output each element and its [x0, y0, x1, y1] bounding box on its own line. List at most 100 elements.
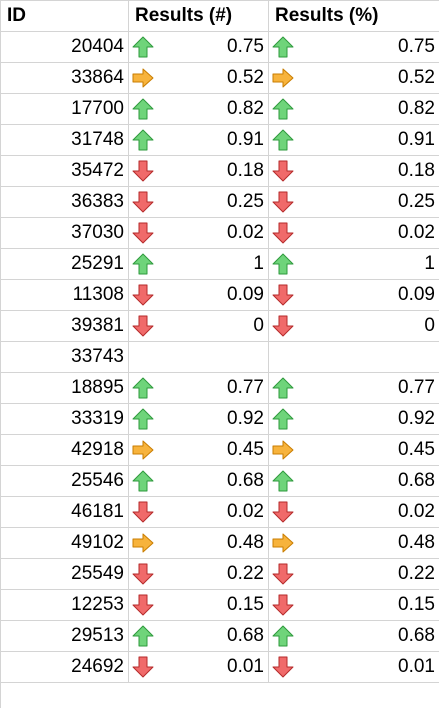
cell-results-count[interactable]: 0.92 — [129, 404, 269, 435]
cell-id[interactable]: 42918 — [1, 435, 129, 466]
results-pct-value: 1 — [424, 253, 435, 274]
cell-id[interactable]: 29513 — [1, 621, 129, 652]
cell-results-pct[interactable]: 0.75 — [269, 32, 439, 63]
cell-results-count[interactable]: 0.22 — [129, 559, 269, 590]
cell-results-pct[interactable]: 0.18 — [269, 156, 439, 187]
cell-results-count[interactable]: 0.77 — [129, 373, 269, 404]
cell-id[interactable]: 17700 — [1, 94, 129, 125]
up-arrow-icon — [272, 98, 294, 120]
cell-results-count[interactable]: 0 — [129, 311, 269, 342]
cell-results-pct[interactable]: 0.92 — [269, 404, 439, 435]
results-pct-value: 0.75 — [398, 36, 435, 57]
results-pct-value: 0.52 — [398, 67, 435, 88]
header-results-pct[interactable]: Results (%) — [269, 1, 439, 32]
cell-results-count[interactable]: 0.02 — [129, 218, 269, 249]
cell-results-count[interactable]: 0.91 — [129, 125, 269, 156]
cell-id[interactable]: 25546 — [1, 466, 129, 497]
cell-id[interactable]: 33864 — [1, 63, 129, 94]
results-count-value: 0.92 — [227, 408, 264, 429]
up-arrow-icon — [272, 377, 294, 399]
cell-id[interactable]: 35472 — [1, 156, 129, 187]
cell-results-pct[interactable]: 0 — [269, 311, 439, 342]
cell-results-pct[interactable]: 0.01 — [269, 652, 439, 683]
results-pct-value: 0.02 — [398, 222, 435, 243]
cell-id[interactable]: 12253 — [1, 590, 129, 621]
cell-id[interactable]: 33319 — [1, 404, 129, 435]
results-count-value: 0.68 — [227, 470, 264, 491]
cell-id[interactable]: 36383 — [1, 187, 129, 218]
cell-id[interactable]: 25549 — [1, 559, 129, 590]
header-id[interactable]: ID — [1, 1, 129, 32]
cell-id[interactable]: 33743 — [1, 342, 129, 373]
cell-results-pct[interactable]: 0.02 — [269, 497, 439, 528]
cell-results-pct[interactable]: 0.91 — [269, 125, 439, 156]
cell-results-count[interactable]: 0.48 — [129, 528, 269, 559]
down-arrow-icon — [272, 315, 294, 337]
cell-id[interactable]: 46181 — [1, 497, 129, 528]
down-arrow-icon — [272, 563, 294, 585]
results-count-value: 0.77 — [227, 377, 264, 398]
up-arrow-icon — [272, 36, 294, 58]
cell-results-pct[interactable]: 0.68 — [269, 621, 439, 652]
cell-results-pct[interactable]: 0.77 — [269, 373, 439, 404]
cell-id[interactable]: 20404 — [1, 32, 129, 63]
down-arrow-icon — [132, 501, 154, 523]
cell-results-pct[interactable]: 1 — [269, 249, 439, 280]
cell-id[interactable]: 31748 — [1, 125, 129, 156]
cell-results-count[interactable]: 0.09 — [129, 280, 269, 311]
cell-results-count[interactable]: 0.01 — [129, 652, 269, 683]
cell-results-pct[interactable]: 0.25 — [269, 187, 439, 218]
results-pct-value: 0.77 — [398, 377, 435, 398]
cell-results-count[interactable]: 0.52 — [129, 63, 269, 94]
results-count-value: 1 — [253, 253, 264, 274]
results-count-value: 0.91 — [227, 129, 264, 150]
cell-results-pct[interactable] — [269, 342, 439, 373]
cell-results-count[interactable]: 0.82 — [129, 94, 269, 125]
cell-id[interactable]: 37030 — [1, 218, 129, 249]
cell-results-pct[interactable]: 0.45 — [269, 435, 439, 466]
cell-results-pct[interactable]: 0.02 — [269, 218, 439, 249]
right-arrow-icon — [272, 533, 294, 553]
cell-results-count[interactable]: 1 — [129, 249, 269, 280]
cell-results-count[interactable]: 0.45 — [129, 435, 269, 466]
results-pct-value: 0.82 — [398, 98, 435, 119]
up-arrow-icon — [132, 470, 154, 492]
down-arrow-icon — [272, 594, 294, 616]
cell-results-pct[interactable]: 0.09 — [269, 280, 439, 311]
results-pct-value: 0.68 — [398, 625, 435, 646]
cell-id[interactable]: 25291 — [1, 249, 129, 280]
cell-id[interactable]: 11308 — [1, 280, 129, 311]
cell-results-pct[interactable]: 0.48 — [269, 528, 439, 559]
right-arrow-icon — [272, 440, 294, 460]
results-pct-value: 0.02 — [398, 501, 435, 522]
results-count-value: 0.75 — [227, 36, 264, 57]
results-pct-value: 0.68 — [398, 470, 435, 491]
cell-results-pct[interactable]: 0.68 — [269, 466, 439, 497]
cell-id[interactable]: 39381 — [1, 311, 129, 342]
down-arrow-icon — [272, 160, 294, 182]
results-count-value: 0.82 — [227, 98, 264, 119]
results-pct-value: 0 — [424, 315, 435, 336]
cell-id[interactable]: 49102 — [1, 528, 129, 559]
cell-results-count[interactable]: 0.02 — [129, 497, 269, 528]
cell-results-count[interactable]: 0.68 — [129, 621, 269, 652]
cell-results-pct[interactable]: 0.15 — [269, 590, 439, 621]
down-arrow-icon — [132, 656, 154, 678]
cell-id[interactable]: 18895 — [1, 373, 129, 404]
cell-results-count[interactable]: 0.25 — [129, 187, 269, 218]
cell-results-count[interactable]: 0.18 — [129, 156, 269, 187]
cell-results-count[interactable]: 0.15 — [129, 590, 269, 621]
cell-results-pct[interactable]: 0.22 — [269, 559, 439, 590]
results-pct-value: 0.22 — [398, 563, 435, 584]
cell-results-count[interactable] — [129, 342, 269, 373]
cell-id[interactable]: 24692 — [1, 652, 129, 683]
up-arrow-icon — [272, 470, 294, 492]
cell-results-count[interactable]: 0.75 — [129, 32, 269, 63]
cell-results-pct[interactable]: 0.82 — [269, 94, 439, 125]
cell-results-pct[interactable]: 0.52 — [269, 63, 439, 94]
header-results-count[interactable]: Results (#) — [129, 1, 269, 32]
cell-results-count[interactable]: 0.68 — [129, 466, 269, 497]
up-arrow-icon — [272, 129, 294, 151]
down-arrow-icon — [132, 222, 154, 244]
